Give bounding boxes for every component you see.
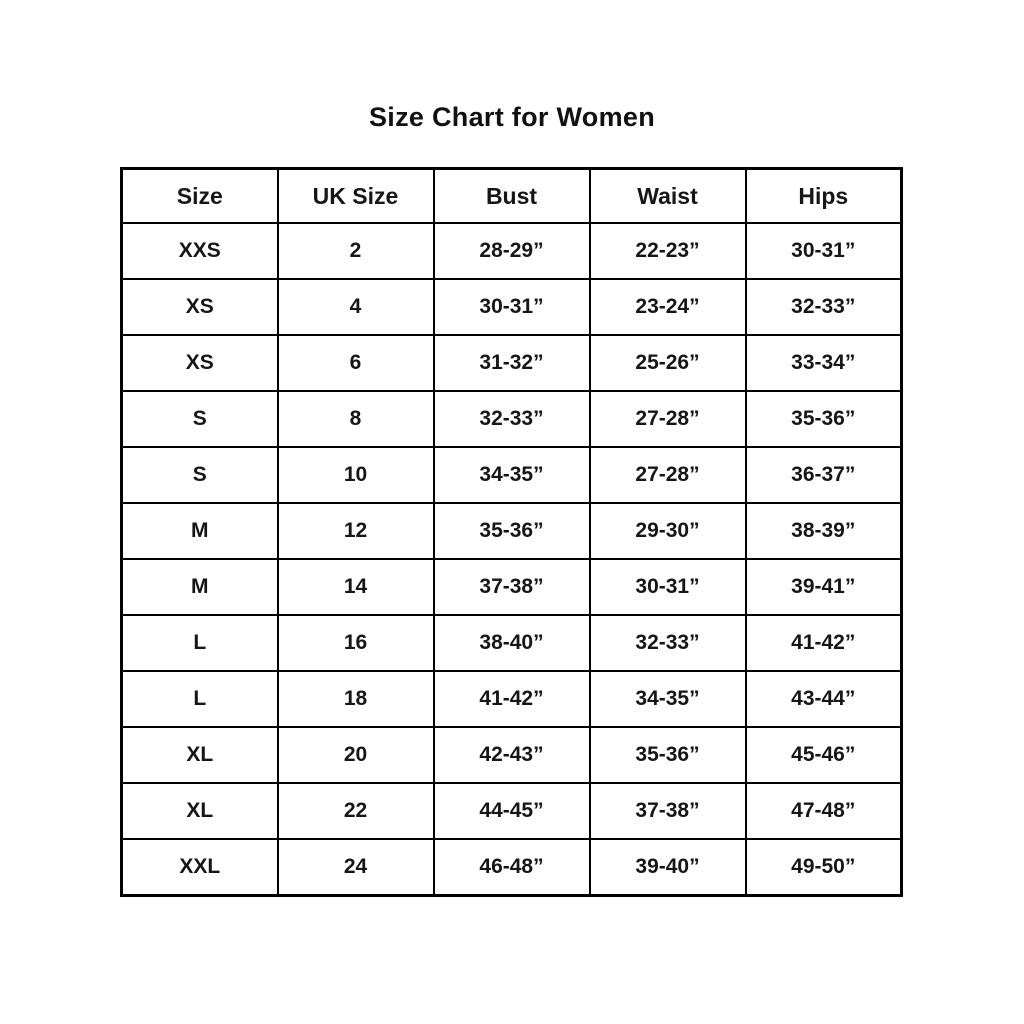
column-header-hips: Hips — [744, 167, 903, 224]
table-cell: 18 — [276, 670, 435, 728]
table-cell: 38-40” — [432, 614, 591, 672]
table-cell: 36-37” — [744, 446, 903, 504]
table-cell: 46-48” — [432, 838, 591, 897]
table-cell: 24 — [276, 838, 435, 897]
table-header: Size UK Size Bust Waist Hips — [120, 167, 903, 224]
table-cell: 49-50” — [744, 838, 903, 897]
table-cell: 37-38” — [588, 782, 747, 840]
column-header-uk-size: UK Size — [276, 167, 435, 224]
table-row: M 12 35-36” 29-30” 38-39” — [120, 502, 903, 560]
table-cell: 8 — [276, 390, 435, 448]
table-row: S 10 34-35” 27-28” 36-37” — [120, 446, 903, 504]
table-row: L 16 38-40” 32-33” 41-42” — [120, 614, 903, 672]
table-cell: 27-28” — [588, 446, 747, 504]
table-cell: 25-26” — [588, 334, 747, 392]
table-cell: 14 — [276, 558, 435, 616]
table-row: XS 6 31-32” 25-26” 33-34” — [120, 334, 903, 392]
table-body: XXS 2 28-29” 22-23” 30-31” XS 4 30-31” 23-24” 32-… — [120, 222, 903, 897]
table-row: XXS 2 28-29” 22-23” 30-31” — [120, 222, 903, 280]
size-chart-page: Size Chart for Women Size UK Size Bust Wais… — [0, 0, 1024, 897]
table-cell: 47-48” — [744, 782, 903, 840]
table-cell: 35-36” — [432, 502, 591, 560]
size-chart-table: Size UK Size Bust Waist Hips XXS 2 28-29” 22-23… — [120, 167, 903, 897]
table-cell: 20 — [276, 726, 435, 784]
column-header-waist: Waist — [588, 167, 747, 224]
table-cell: 23-24” — [588, 278, 747, 336]
page-title: Size Chart for Women — [368, 102, 656, 132]
table-cell: 4 — [276, 278, 435, 336]
table-cell: 12 — [276, 502, 435, 560]
table-cell: XL — [120, 782, 279, 840]
table-row: XL 20 42-43” 35-36” 45-46” — [120, 726, 903, 784]
table-cell: 44-45” — [432, 782, 591, 840]
table-cell: 41-42” — [744, 614, 903, 672]
table-cell: 22-23” — [588, 222, 747, 280]
column-header-bust: Bust — [432, 167, 591, 224]
table-cell: 34-35” — [432, 446, 591, 504]
table-cell: XL — [120, 726, 279, 784]
table-cell: 43-44” — [744, 670, 903, 728]
table-cell: 41-42” — [432, 670, 591, 728]
column-header-size: Size — [120, 167, 279, 224]
table-row: M 14 37-38” 30-31” 39-41” — [120, 558, 903, 616]
table-cell: 30-31” — [744, 222, 903, 280]
table-cell: S — [120, 446, 279, 504]
table-cell: 34-35” — [588, 670, 747, 728]
table-cell: 30-31” — [588, 558, 747, 616]
table-cell: L — [120, 614, 279, 672]
table-cell: L — [120, 670, 279, 728]
table-row: XS 4 30-31” 23-24” 32-33” — [120, 278, 903, 336]
table-row: L 18 41-42” 34-35” 43-44” — [120, 670, 903, 728]
table-cell: 28-29” — [432, 222, 591, 280]
table-cell: XS — [120, 334, 279, 392]
table-cell: 39-41” — [744, 558, 903, 616]
table-cell: XS — [120, 278, 279, 336]
table-cell: 35-36” — [588, 726, 747, 784]
table-cell: 30-31” — [432, 278, 591, 336]
table-cell: 29-30” — [588, 502, 747, 560]
table-cell: 38-39” — [744, 502, 903, 560]
table-row: XXL 24 46-48” 39-40” 49-50” — [120, 838, 903, 897]
table-cell: 16 — [276, 614, 435, 672]
table-cell: 42-43” — [432, 726, 591, 784]
table-cell: S — [120, 390, 279, 448]
table-cell: 32-33” — [744, 278, 903, 336]
table-cell: 2 — [276, 222, 435, 280]
table-cell: 45-46” — [744, 726, 903, 784]
table-cell: 39-40” — [588, 838, 747, 897]
table-cell: XXL — [120, 838, 279, 897]
table-cell: 32-33” — [588, 614, 747, 672]
table-cell: 37-38” — [432, 558, 591, 616]
table-cell: 6 — [276, 334, 435, 392]
table-cell: 22 — [276, 782, 435, 840]
table-row: XL 22 44-45” 37-38” 47-48” — [120, 782, 903, 840]
table-row: S 8 32-33” 27-28” 35-36” — [120, 390, 903, 448]
table-cell: 35-36” — [744, 390, 903, 448]
table-cell: 10 — [276, 446, 435, 504]
table-cell: XXS — [120, 222, 279, 280]
table-cell: 27-28” — [588, 390, 747, 448]
size-chart-table-container: Size UK Size Bust Waist Hips XXS 2 28-29” 22-23… — [120, 167, 903, 897]
table-cell: 31-32” — [432, 334, 591, 392]
table-cell: M — [120, 502, 279, 560]
table-header-row: Size UK Size Bust Waist Hips — [120, 167, 903, 224]
table-cell: 32-33” — [432, 390, 591, 448]
table-cell: 33-34” — [744, 334, 903, 392]
table-cell: M — [120, 558, 279, 616]
